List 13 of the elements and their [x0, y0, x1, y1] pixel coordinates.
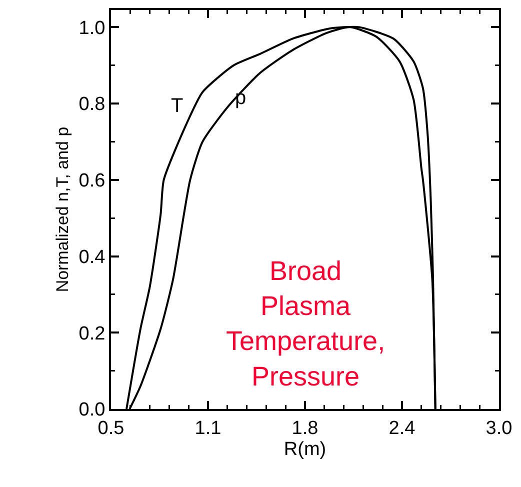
annotation: Broad Plasma Temperature, Pressure [226, 256, 386, 392]
x-axis-title: R(m) [284, 439, 326, 460]
y-tick-label: 0.2 [78, 323, 106, 344]
y-tick-label: 0.6 [78, 170, 106, 192]
y-axis-title: Normalized n,T, and p [52, 126, 72, 292]
x-tick-label: 3.0 [486, 418, 512, 439]
y-tick-label: 0.8 [78, 94, 106, 116]
x-tick-label: 2.4 [388, 418, 416, 439]
x-tick-label: 1.1 [194, 418, 222, 439]
series-label: T [171, 95, 184, 117]
y-tick-label: 0.4 [78, 246, 106, 268]
y-tick-label: 1.0 [78, 18, 106, 39]
x-tick-label: 1.8 [292, 418, 318, 439]
